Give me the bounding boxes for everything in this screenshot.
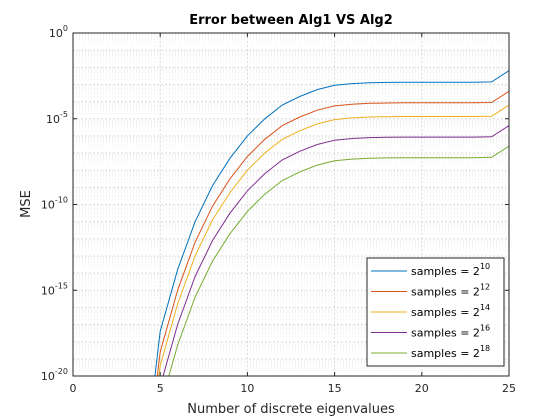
legend: samples = 210 samples = 212 samples = 214 s… — [366, 257, 505, 367]
series-line-12 — [156, 90, 509, 376]
legend-entry: samples = 218 — [411, 344, 490, 360]
series-line-10 — [154, 70, 509, 376]
chart-title: Error between Alg1 VS Alg2 — [189, 13, 393, 28]
legend-entry: samples = 212 — [411, 283, 490, 299]
legend-entry: samples = 214 — [411, 303, 490, 319]
series-line-16 — [162, 125, 509, 376]
x-axis-label: Number of discrete eigenvalues — [187, 402, 395, 417]
x-tick-label: 0 — [70, 382, 77, 395]
x-tick-label: 5 — [157, 382, 164, 395]
x-tick-label: 15 — [328, 382, 342, 395]
series-line-18 — [168, 145, 509, 376]
legend-entry: samples = 210 — [411, 262, 490, 278]
y-axis-label: MSE — [19, 190, 34, 218]
series-line-14 — [158, 104, 509, 376]
x-tick-label: 25 — [502, 382, 516, 395]
x-tick-label: 20 — [415, 382, 429, 395]
legend-entry: samples = 216 — [411, 324, 490, 340]
x-tick-label: 10 — [240, 382, 254, 395]
series-lines — [154, 70, 509, 376]
